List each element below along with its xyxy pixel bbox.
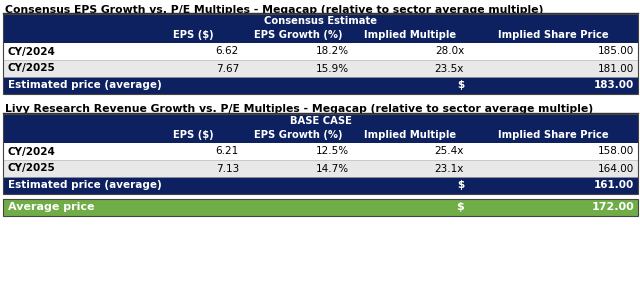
Bar <box>3 28 143 43</box>
Bar <box>468 143 638 160</box>
Bar <box>353 160 468 177</box>
Bar <box>143 160 243 177</box>
Text: 185.00: 185.00 <box>598 46 634 56</box>
Text: Consensus Estimate: Consensus Estimate <box>264 16 377 26</box>
Bar <box>3 77 638 94</box>
Text: $: $ <box>457 80 464 91</box>
Bar <box>143 143 243 160</box>
Bar <box>243 28 353 43</box>
Bar <box>468 28 638 43</box>
Text: 12.5%: 12.5% <box>316 146 349 156</box>
Text: EPS Growth (%): EPS Growth (%) <box>253 30 342 40</box>
Bar <box>243 60 353 77</box>
Text: CY/2025: CY/2025 <box>8 164 56 174</box>
Text: 28.0x: 28.0x <box>435 46 464 56</box>
Bar <box>243 128 353 143</box>
Bar <box>3 114 638 128</box>
Bar <box>468 160 638 177</box>
Bar <box>243 160 353 177</box>
Bar <box>468 60 638 77</box>
Bar <box>243 43 353 60</box>
Bar <box>143 43 243 60</box>
Text: 181.00: 181.00 <box>598 64 634 74</box>
Text: 18.2%: 18.2% <box>316 46 349 56</box>
Bar <box>353 128 468 143</box>
Text: 23.1x: 23.1x <box>435 164 464 174</box>
Text: 14.7%: 14.7% <box>316 164 349 174</box>
Text: EPS Growth (%): EPS Growth (%) <box>253 131 342 141</box>
Text: Implied Multiple: Implied Multiple <box>364 131 456 141</box>
Text: $: $ <box>457 180 464 190</box>
Bar <box>353 60 468 77</box>
Text: 6.21: 6.21 <box>216 146 239 156</box>
Text: Implied Share Price: Implied Share Price <box>498 30 608 40</box>
Text: 161.00: 161.00 <box>594 180 634 190</box>
Text: Average price: Average price <box>8 203 95 213</box>
Text: 172.00: 172.00 <box>591 203 634 213</box>
Bar <box>3 14 638 94</box>
Text: CY/2024: CY/2024 <box>8 46 56 56</box>
Bar <box>353 143 468 160</box>
Text: Implied Share Price: Implied Share Price <box>498 131 608 141</box>
Text: 23.5x: 23.5x <box>435 64 464 74</box>
Bar <box>3 60 143 77</box>
Text: 6.62: 6.62 <box>216 46 239 56</box>
Bar <box>3 143 143 160</box>
Text: 158.00: 158.00 <box>598 146 634 156</box>
Text: 7.13: 7.13 <box>216 164 239 174</box>
Text: Consensus EPS Growth vs. P/E Multiples - Megacap (relative to sector average mul: Consensus EPS Growth vs. P/E Multiples -… <box>5 5 543 15</box>
Bar <box>3 128 143 143</box>
Text: Estimated price (average): Estimated price (average) <box>8 180 162 190</box>
Bar <box>353 43 468 60</box>
Bar <box>3 43 143 60</box>
Text: 15.9%: 15.9% <box>316 64 349 74</box>
Bar <box>143 128 243 143</box>
Text: Estimated price (average): Estimated price (average) <box>8 80 162 91</box>
Text: 183.00: 183.00 <box>594 80 634 91</box>
Text: $: $ <box>456 203 464 213</box>
Bar <box>3 199 638 216</box>
Bar <box>243 143 353 160</box>
Text: EPS ($): EPS ($) <box>173 30 213 40</box>
Text: CY/2025: CY/2025 <box>8 64 56 74</box>
Text: EPS ($): EPS ($) <box>173 131 213 141</box>
Bar <box>3 160 143 177</box>
Bar <box>468 128 638 143</box>
Text: 164.00: 164.00 <box>598 164 634 174</box>
Bar <box>3 114 638 194</box>
Bar <box>3 14 638 28</box>
Text: Implied Multiple: Implied Multiple <box>364 30 456 40</box>
Bar <box>3 177 638 194</box>
Text: CY/2024: CY/2024 <box>8 146 56 156</box>
Bar <box>143 60 243 77</box>
Text: Livy Research Revenue Growth vs. P/E Multiples - Megacap (relative to sector ave: Livy Research Revenue Growth vs. P/E Mul… <box>5 104 593 114</box>
Text: 7.67: 7.67 <box>216 64 239 74</box>
Text: BASE CASE: BASE CASE <box>289 116 351 126</box>
Bar <box>3 199 638 216</box>
Text: 25.4x: 25.4x <box>435 146 464 156</box>
Bar <box>353 28 468 43</box>
Bar <box>468 43 638 60</box>
Bar <box>143 28 243 43</box>
